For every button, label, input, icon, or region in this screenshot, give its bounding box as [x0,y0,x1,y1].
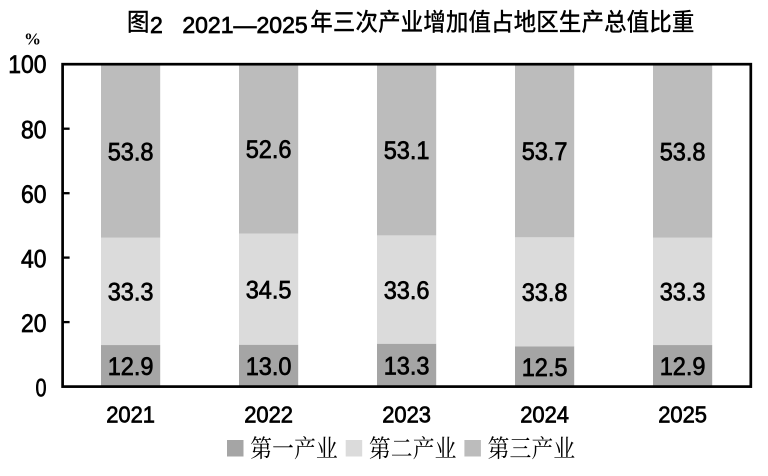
svg-text:2: 2 [150,12,163,38]
svg-text:33.3: 33.3 [660,279,706,307]
svg-text:60: 60 [21,181,47,209]
svg-text:52.6: 52.6 [246,136,292,164]
svg-text:2024: 2024 [520,402,569,428]
svg-text:13.0: 13.0 [246,353,292,381]
svg-text:12.9: 12.9 [108,353,154,381]
svg-text:53.7: 53.7 [522,138,568,166]
svg-text:53.8: 53.8 [108,138,154,166]
svg-text:34.5: 34.5 [246,277,292,305]
svg-text:2022: 2022 [244,402,293,428]
svg-text:2025: 2025 [658,402,707,428]
svg-text:33.6: 33.6 [384,277,430,305]
svg-text:100: 100 [8,51,46,79]
svg-text:20: 20 [21,310,47,338]
svg-text:12.9: 12.9 [660,353,706,381]
svg-text:2021: 2021 [106,402,155,428]
svg-text:40: 40 [21,246,47,274]
svg-text:53.8: 53.8 [660,138,706,166]
svg-text:53.1: 53.1 [384,137,430,165]
svg-text:13.3: 13.3 [384,353,430,381]
svg-text:2021—2025: 2021—2025 [182,12,307,38]
svg-text:0: 0 [36,375,47,403]
svg-text:33.3: 33.3 [108,279,154,307]
svg-text:2023: 2023 [382,402,431,428]
svg-text:12.5: 12.5 [522,354,568,382]
svg-text:%: % [24,30,41,49]
svg-text:80: 80 [21,117,47,145]
svg-text:33.8: 33.8 [522,279,568,307]
